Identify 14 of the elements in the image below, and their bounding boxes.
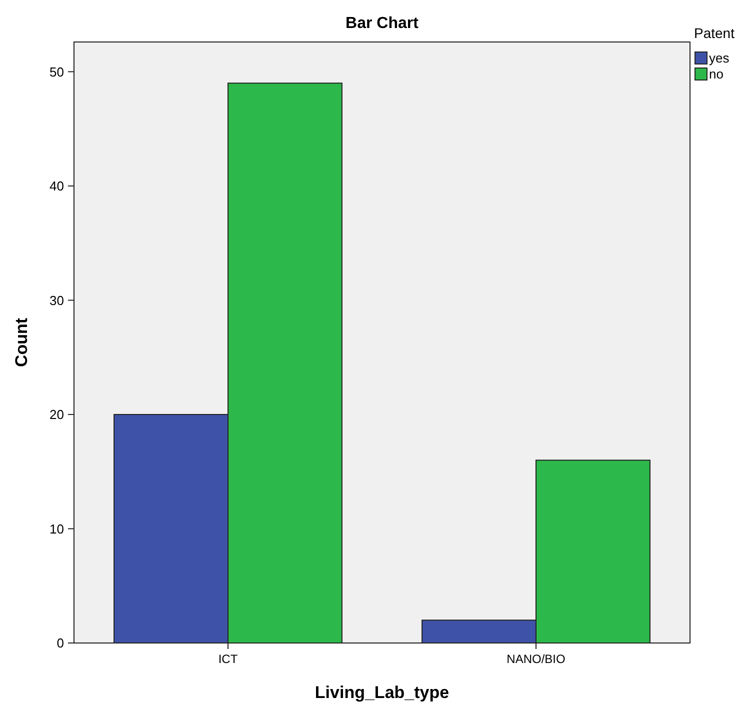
legend-title: Patent <box>694 25 735 41</box>
y-tick-label: 40 <box>50 178 64 194</box>
y-tick-label: 30 <box>50 292 64 308</box>
chart-title: Bar Chart <box>346 15 420 32</box>
y-tick-label: 50 <box>50 64 64 80</box>
y-tick-label: 0 <box>56 636 64 651</box>
x-axis-title: Living_Lab_type <box>314 683 450 702</box>
y-axis-title: Count <box>12 318 31 368</box>
y-tick-label: 20 <box>50 407 64 422</box>
y-tick-label: 10 <box>50 521 64 536</box>
legend-label: yes <box>709 50 730 66</box>
legend-label: no <box>709 66 724 82</box>
x-tick-label: NANO/BIO <box>506 652 566 666</box>
x-tick-label: ICT <box>218 652 238 666</box>
